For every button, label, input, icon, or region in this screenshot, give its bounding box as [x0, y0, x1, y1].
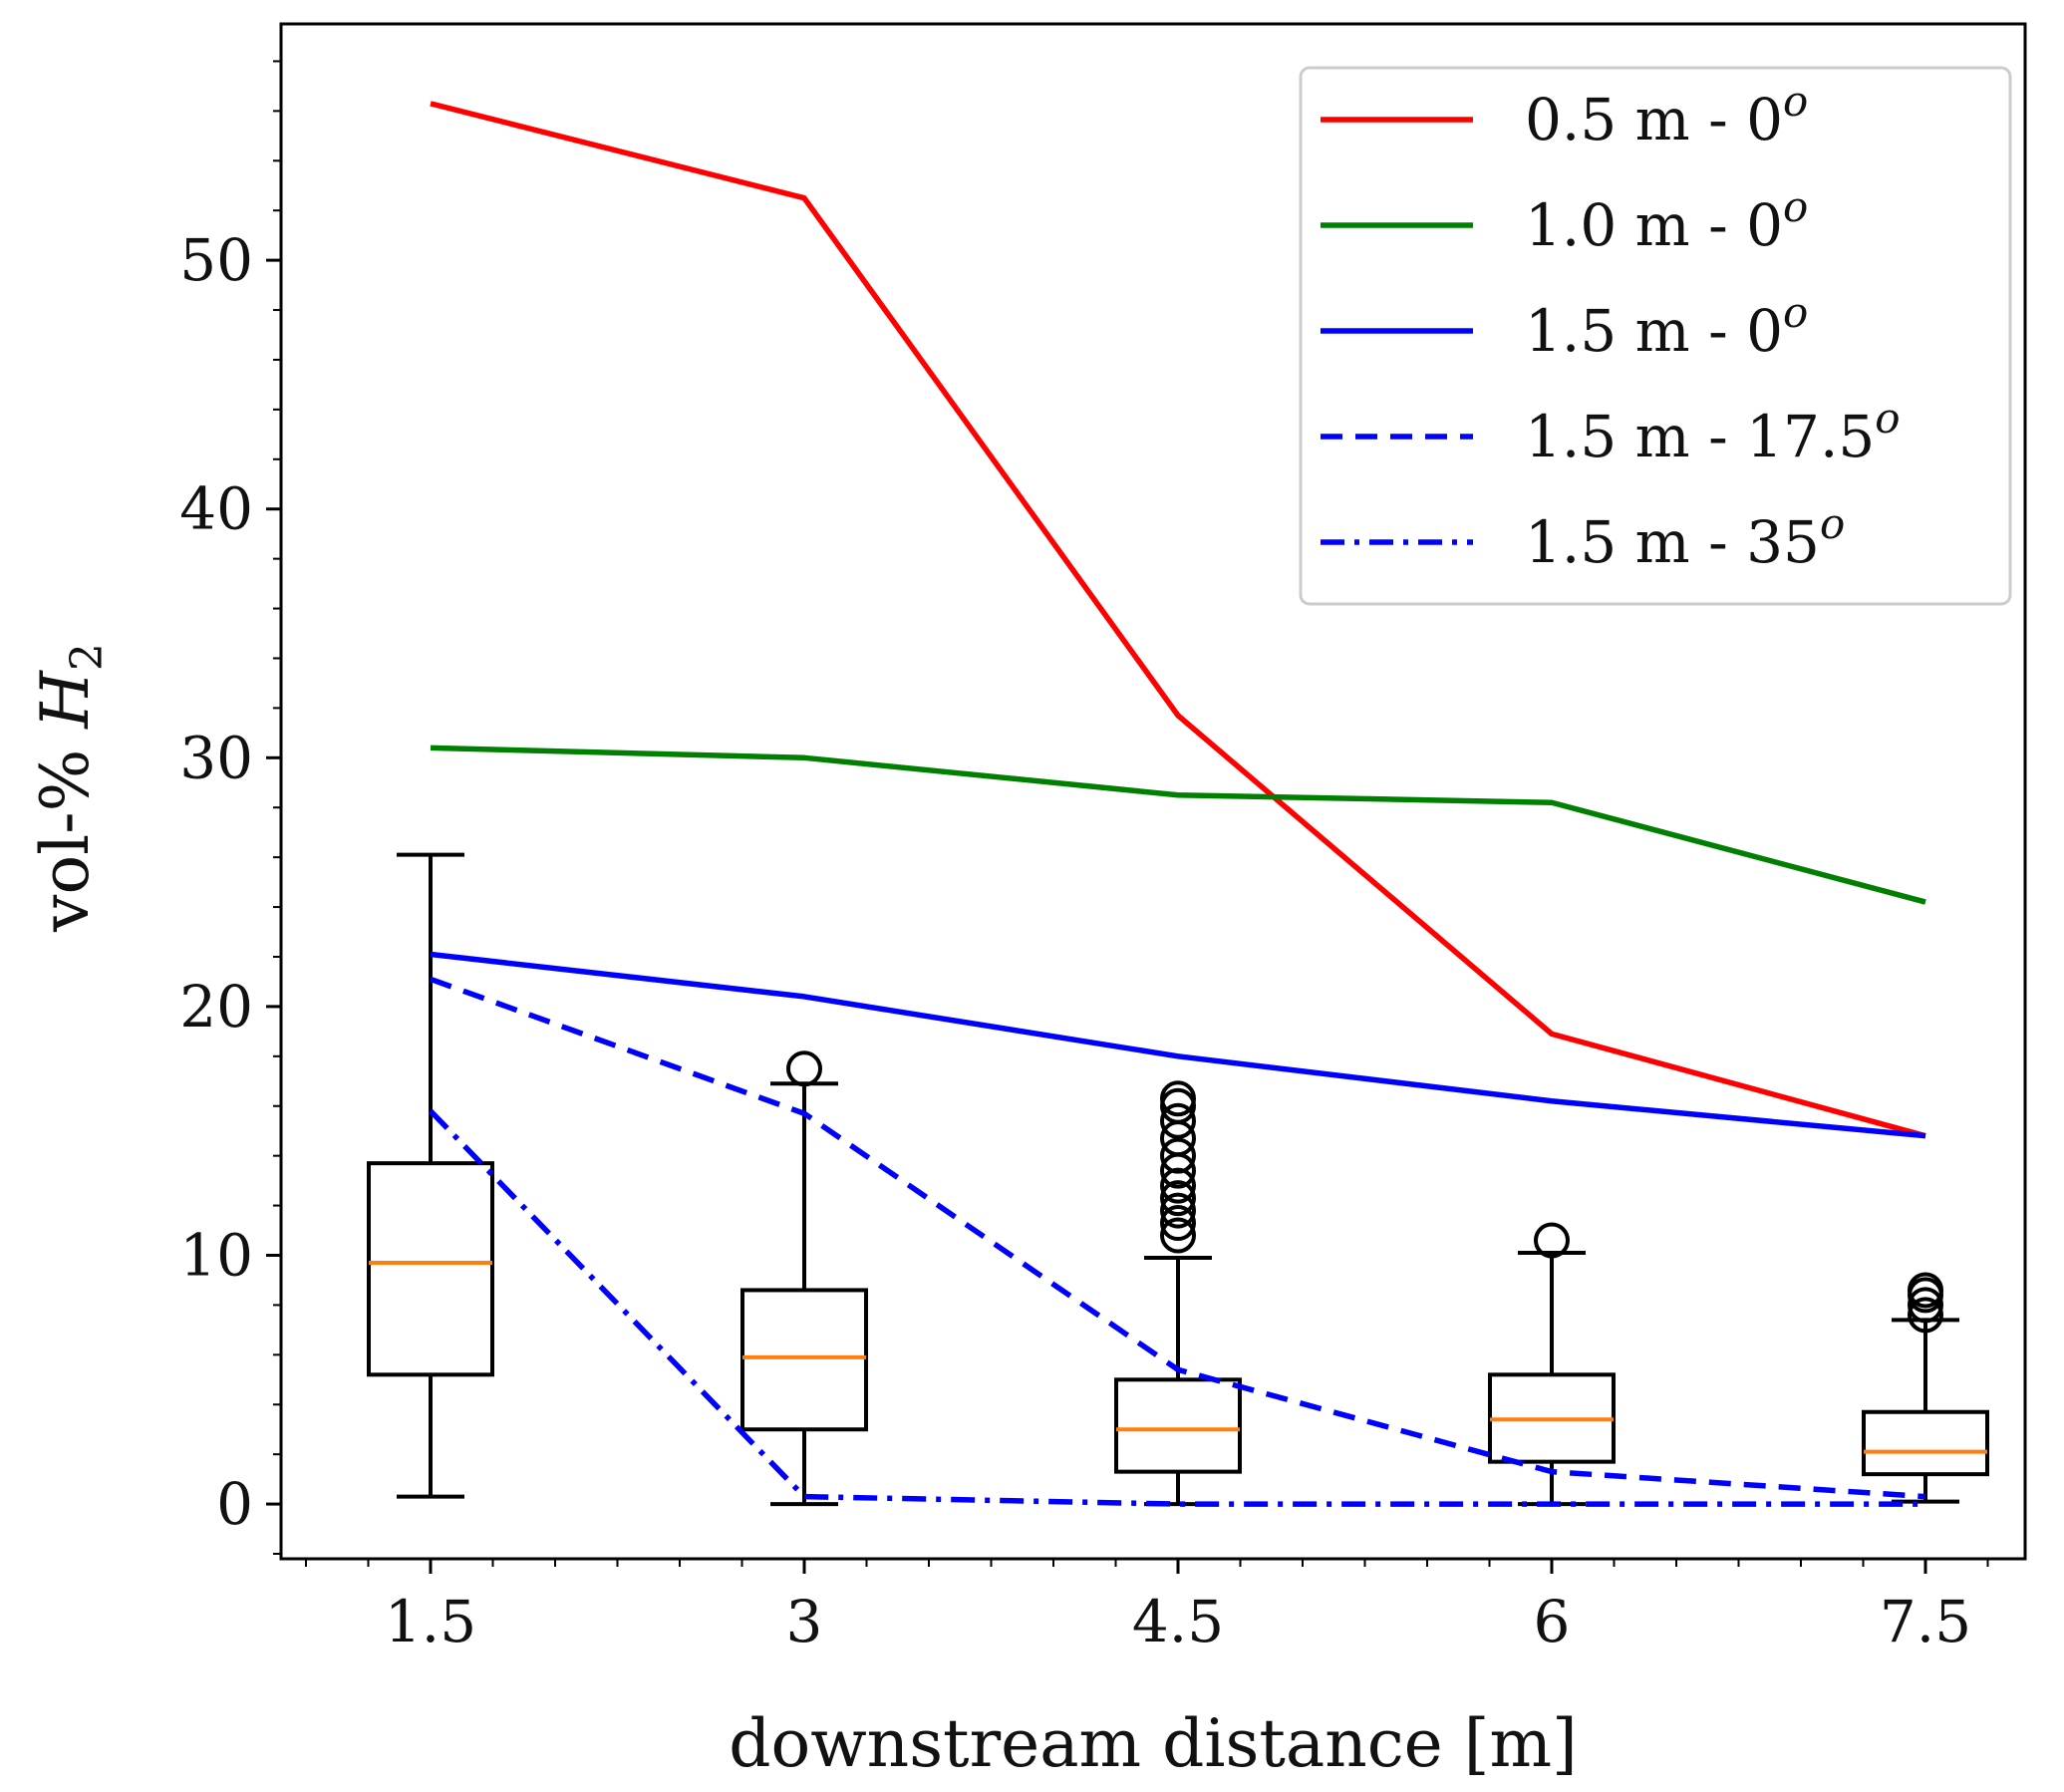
legend-entry-text: 1.5 m - 35 [1525, 508, 1820, 576]
y-axis: 0 10 20 30 40 50 [179, 60, 281, 1556]
x-tick-label: 1.5 [385, 1588, 476, 1655]
box-outlier [1160, 1102, 1196, 1139]
legend: 0.5 m - 0o1.0 m - 0o1.5 m - 0o1.5 m - 17… [1299, 66, 2012, 606]
y-axis-label-text: vol-% [27, 729, 104, 933]
y-tick-label: 30 [179, 724, 253, 791]
box-outlier [1160, 1192, 1196, 1229]
legend-entry-superscript: o [1820, 499, 1845, 548]
series-line [429, 1108, 1925, 1507]
legend-entry-text: 1.5 m - 0 [1525, 297, 1783, 365]
series-line [430, 951, 1926, 1139]
box-outlier [1908, 1297, 1943, 1334]
legend-entry-text: 0.5 m - 0 [1525, 86, 1783, 153]
box-body [740, 1288, 868, 1432]
box-body [367, 1161, 494, 1377]
box-body [1114, 1377, 1242, 1474]
legend-entry-superscript: o [1783, 182, 1808, 231]
y-axis-label-symbol: H [27, 670, 104, 730]
box-outlier [1160, 1080, 1196, 1117]
x-axis: 1.5 3 4.5 6 7.5 [305, 1559, 1989, 1655]
legend-entry-label: 0.5 m - 0o [1525, 77, 1808, 153]
x-tick-label: 6 [1534, 1588, 1571, 1655]
legend-entry-label: 1.5 m - 0o [1525, 288, 1808, 365]
y-tick-label: 0 [216, 1470, 253, 1538]
plot-frame [279, 22, 2027, 1561]
box-outlier [1160, 1180, 1196, 1217]
series-line [430, 101, 1926, 1139]
boxplot-layer [367, 852, 1989, 1507]
legend-entry-label: 1.5 m - 17.5o [1525, 394, 1901, 470]
series-line [430, 976, 1926, 1500]
box-body [1862, 1409, 1989, 1477]
box-outlier [1160, 1205, 1196, 1242]
y-axis-label-subscript: 2 [62, 643, 113, 671]
x-tick-label: 7.5 [1880, 1588, 1971, 1655]
legend-entry-superscript: o [1875, 394, 1900, 443]
box-outlier [1534, 1222, 1570, 1259]
box-outlier [1160, 1167, 1196, 1204]
legend-entry-superscript: o [1783, 77, 1808, 126]
box-outlier [1160, 1137, 1196, 1174]
y-tick-label: 40 [179, 475, 253, 543]
box-outlier [1908, 1272, 1943, 1309]
series-layer [429, 101, 1926, 1507]
y-tick-label: 20 [179, 973, 253, 1041]
series-line [430, 745, 1926, 905]
legend-entry-label: 1.5 m - 35o [1525, 499, 1845, 576]
legend-entry-superscript: o [1783, 288, 1808, 337]
x-axis-label: downstream distance [m] [729, 1705, 1578, 1782]
legend-entry-label: 1.0 m - 0o [1525, 182, 1808, 259]
y-tick-label: 10 [179, 1221, 253, 1289]
legend-entry-text: 1.5 m - 17.5 [1525, 403, 1875, 470]
x-tick-label: 3 [786, 1588, 823, 1655]
box-outlier [1908, 1287, 1943, 1324]
legend-frame [1299, 66, 2012, 606]
box-outlier [1160, 1217, 1196, 1254]
y-axis-label: vol-% H2 [27, 643, 113, 933]
x-tick-label: 4.5 [1132, 1588, 1224, 1655]
legend-entry-text: 1.0 m - 0 [1525, 191, 1783, 259]
box-outlier [786, 1050, 822, 1087]
y-tick-label: 50 [179, 226, 253, 294]
